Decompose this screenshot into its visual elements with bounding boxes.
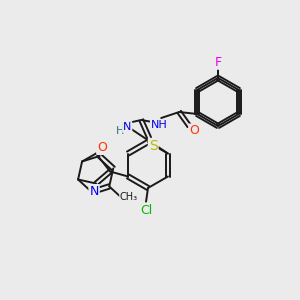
Text: CH₃: CH₃ (120, 192, 138, 202)
Text: F: F (214, 56, 222, 68)
Text: NH: NH (151, 120, 168, 130)
Text: Cl: Cl (140, 203, 152, 217)
Text: O: O (97, 141, 107, 154)
Text: O: O (189, 124, 199, 137)
Text: H: H (116, 126, 124, 136)
Text: S: S (149, 139, 158, 153)
Text: N: N (89, 185, 99, 198)
Text: F: F (214, 56, 222, 68)
Text: N: N (123, 122, 131, 132)
